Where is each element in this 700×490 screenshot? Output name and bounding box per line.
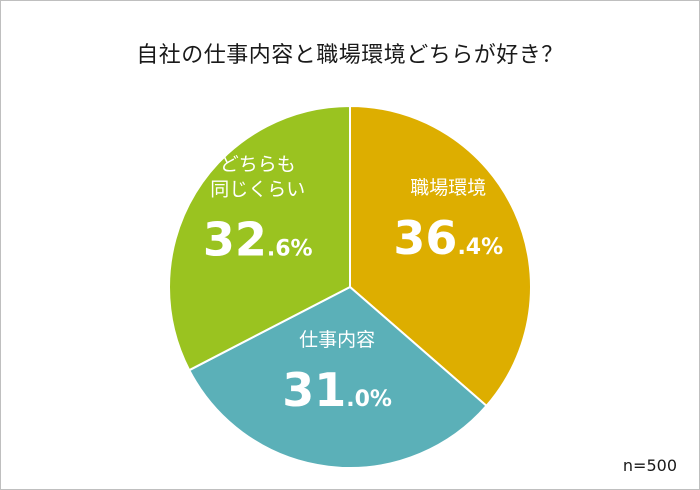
slice-label-1: 仕事内容 bbox=[299, 329, 375, 351]
pie-slice-0 bbox=[349, 105, 532, 407]
slice-percent-2: 32.6% bbox=[203, 212, 313, 266]
slice-percent-0: 36.4% bbox=[393, 211, 503, 265]
slice-label-2-line-0: どちらも bbox=[220, 153, 296, 175]
chart-title: 自社の仕事内容と職場環境どちらが好き？ bbox=[136, 43, 564, 68]
pie-slice-2 bbox=[168, 105, 351, 372]
slice-label-0: 職場環境 bbox=[410, 177, 486, 199]
slice-percent-1: 31.0% bbox=[282, 363, 392, 417]
slice-label-2-line-1: 同じくらい bbox=[210, 178, 305, 200]
sample-size-note: n=500 bbox=[622, 456, 677, 475]
